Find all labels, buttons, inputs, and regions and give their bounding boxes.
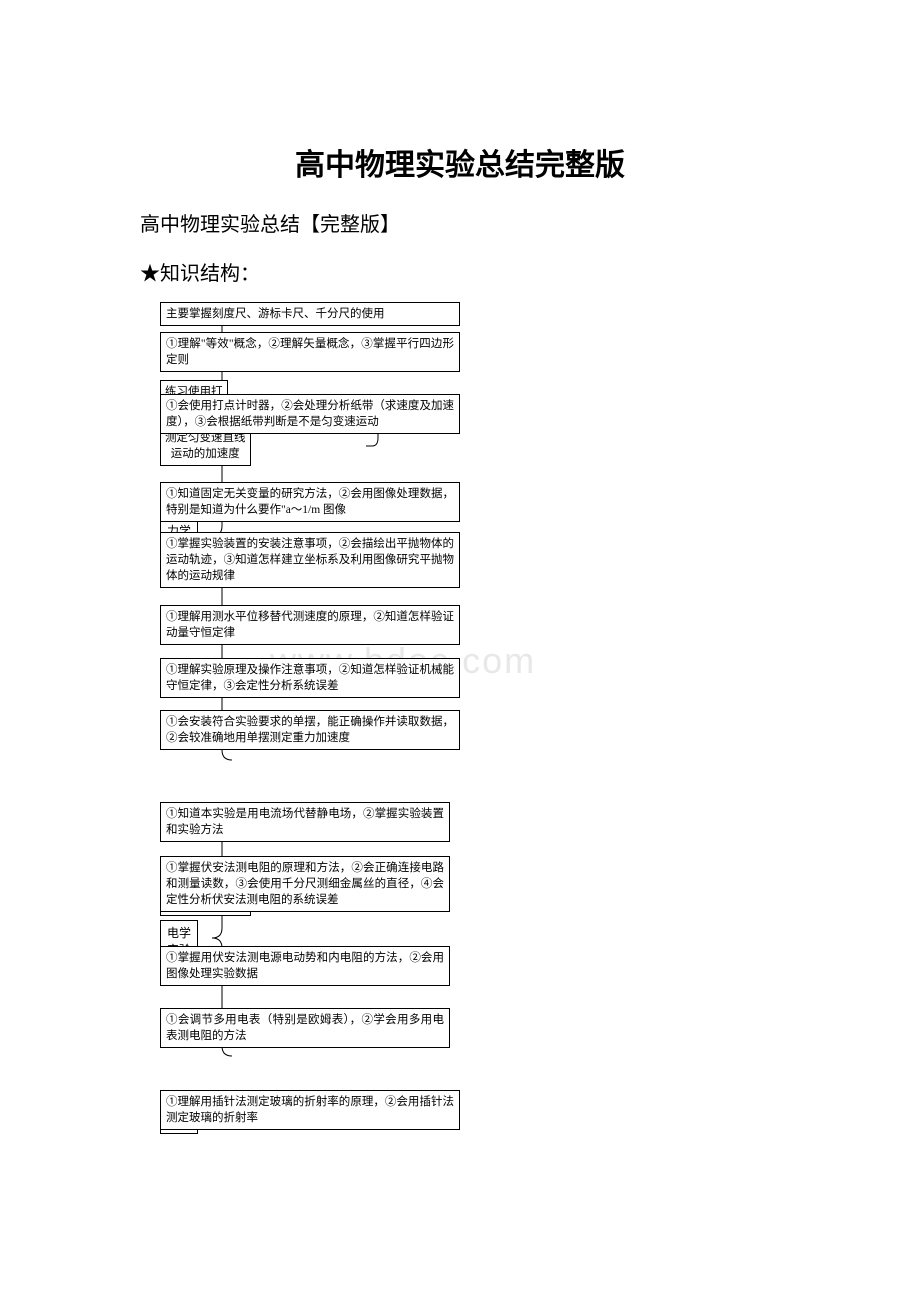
detail-emf: ①掌握用伏安法测电源电动势和内电阻的方法，②会用图像处理实验数据	[160, 946, 450, 986]
detail-newton: ①知道固定无关变量的研究方法，②会用图像处理数据，特别是知道为什么要作"a～1/…	[160, 482, 460, 522]
detail-length: 主要掌握刻度尺、游标卡尺、千分尺的使用	[160, 302, 460, 326]
detail-field: ①知道本实验是用电流场代替静电场，②掌握实验装置和实验方法	[160, 802, 450, 842]
detail-timer: ①会使用打点计时器，②会处理分析纸带（求速度及加速度），③会根据纸带判断是不是匀…	[160, 394, 460, 434]
detail-pendulum: ①会安装符合实验要求的单摆，能正确操作并读取数据，②会较准确地用单摆测定重力加速…	[160, 710, 460, 750]
page-content: 高中物理实验总结完整版 高中物理实验总结【完整版】 ★知识结构：	[0, 0, 920, 286]
detail-resistivity: ①掌握伏安法测电阻的原理和方法，②会正确连接电路和测量读数，③会使用千分尺测细金…	[160, 856, 450, 912]
detail-momentum: ①理解用测水平位移替代测速度的原理，②知道怎样验证动量守恒定律	[160, 605, 460, 645]
subtitle: 高中物理实验总结【完整版】	[140, 208, 780, 237]
detail-force: ①理解"等效"概念，②理解矢量概念，③掌握平行四边形定则	[160, 332, 460, 372]
page-title: 高中物理实验总结完整版	[140, 140, 780, 184]
detail-refraction: ①理解用插针法测定玻璃的折射率的原理，②会用插针法测定玻璃的折射率	[160, 1090, 460, 1130]
detail-projectile: ①掌握实验装置的安装注意事项，②会描绘出平抛物体的运动轨迹，③知道怎样建立坐标系…	[160, 532, 460, 588]
cat-l1: 电学	[167, 926, 191, 940]
detail-energy: ①理解实验原理及操作注意事项，②知道怎样验证机械能守恒定律，③会定性分析系统误差	[160, 658, 460, 698]
detail-multimeter: ①会调节多用电表（特别是欧姆表），②学会用多用电表测电阻的方法	[160, 1008, 450, 1048]
l2: 运动的加速度	[171, 448, 240, 460]
section-label: ★知识结构：	[140, 257, 780, 286]
